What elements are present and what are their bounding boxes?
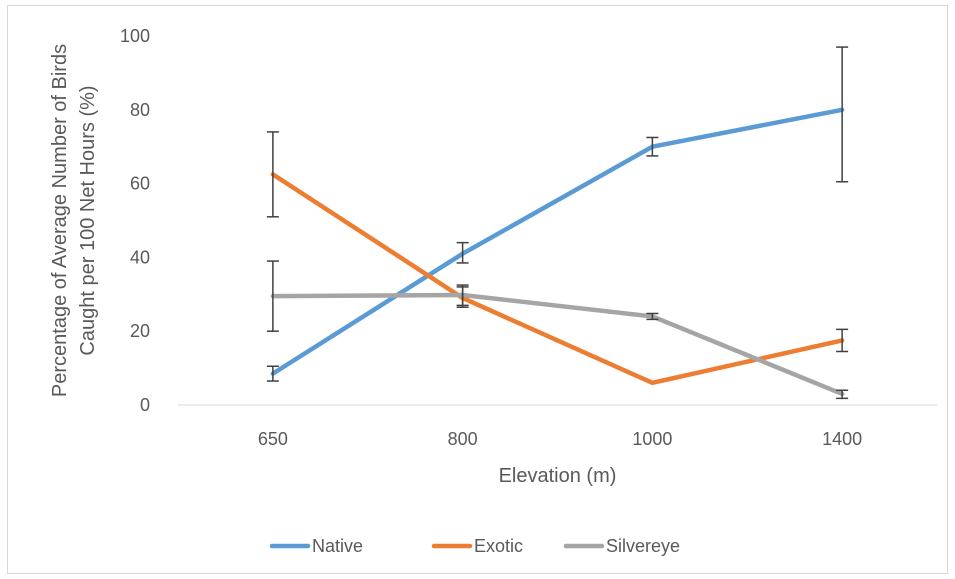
series-line-exotic bbox=[270, 172, 845, 386]
error-bar-silvereye bbox=[836, 389, 849, 400]
y-axis-title-line: Caught per 100 Net Hours (%) bbox=[77, 85, 99, 355]
y-tick-label: 20 bbox=[130, 321, 150, 341]
error-bar-exotic bbox=[836, 328, 849, 353]
y-axis-title-line: Percentage of Average Number of Birds bbox=[49, 44, 71, 397]
error-bar-silvereye bbox=[646, 312, 659, 321]
series-layer bbox=[270, 107, 845, 397]
axes: 0 20 40 60 80 100 650 800 1000 1400 bbox=[120, 26, 937, 449]
chart-frame bbox=[7, 5, 948, 574]
error-bar-silvereye bbox=[456, 284, 469, 307]
error-bars bbox=[266, 46, 849, 400]
error-bar-native bbox=[456, 241, 469, 264]
error-bar-native bbox=[266, 365, 279, 382]
error-bar-native bbox=[836, 46, 849, 183]
y-tick-label: 100 bbox=[120, 26, 150, 46]
x-tick-label: 650 bbox=[258, 429, 288, 449]
y-axis-title: Percentage of Average Number of Birds Cau… bbox=[49, 44, 99, 397]
x-tick-label: 1000 bbox=[632, 429, 672, 449]
y-tick-label: 80 bbox=[130, 100, 150, 120]
x-axis-title: Elevation (m) bbox=[499, 465, 617, 487]
x-tick-label: 800 bbox=[448, 429, 478, 449]
series-line-silvereye bbox=[270, 292, 845, 397]
error-bar-silvereye bbox=[266, 260, 279, 332]
legend-label-native: Native bbox=[312, 536, 363, 556]
legend: Native Exotic Silvereye bbox=[269, 536, 680, 556]
legend-label-silvereye: Silvereye bbox=[606, 536, 680, 556]
y-tick-label: 0 bbox=[140, 395, 150, 415]
error-bar-exotic bbox=[266, 131, 279, 218]
legend-label-exotic: Exotic bbox=[474, 536, 523, 556]
series-line-native bbox=[270, 107, 845, 376]
error-bar-native bbox=[646, 136, 659, 157]
y-tick-label: 40 bbox=[130, 247, 150, 267]
y-tick-label: 60 bbox=[130, 174, 150, 194]
x-tick-label: 1400 bbox=[822, 429, 862, 449]
